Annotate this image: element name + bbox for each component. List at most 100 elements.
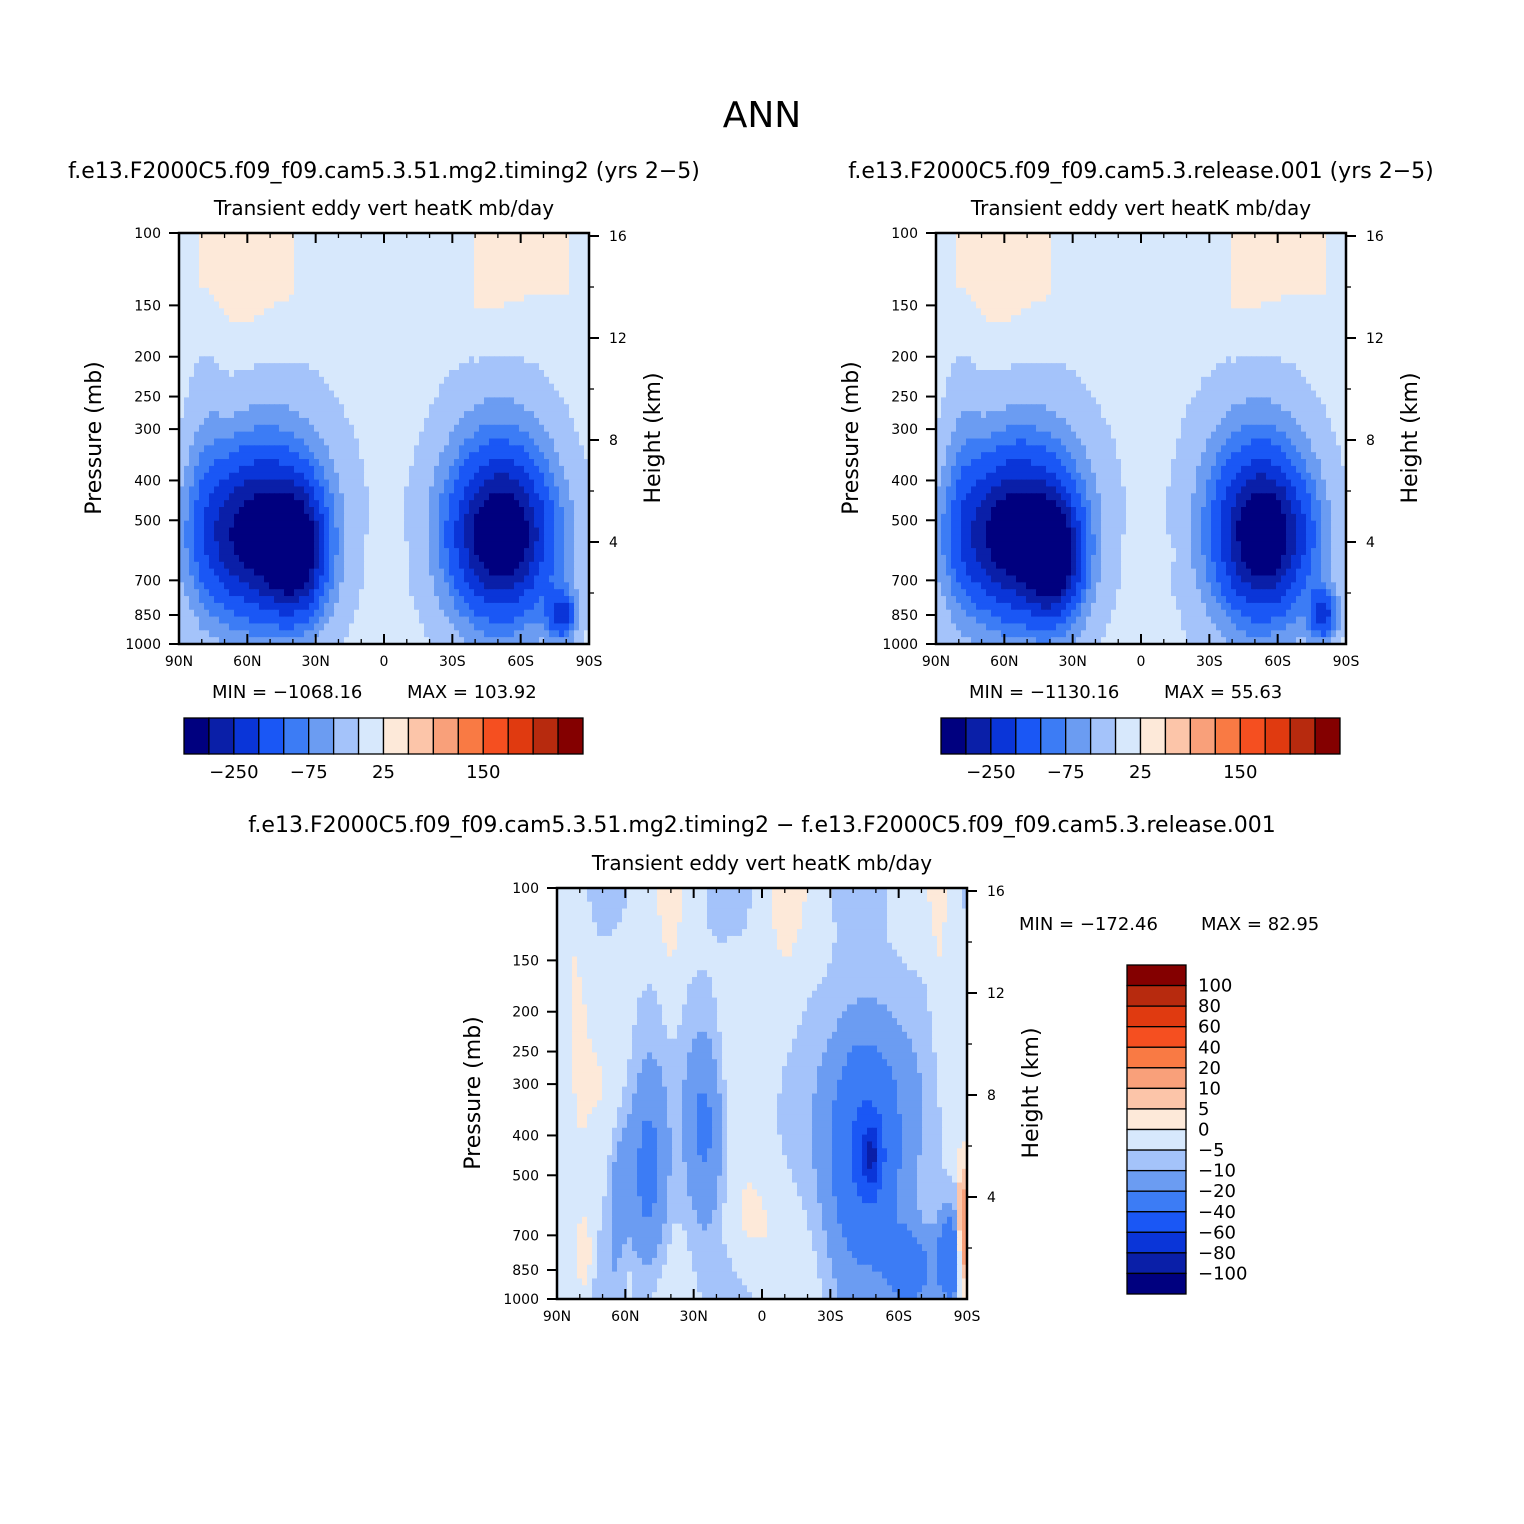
heatmap-cell [399,239,405,248]
heatmap-cell [514,548,520,556]
heatmap-cell [314,356,320,364]
heatmap-cell [484,596,490,604]
heatmap-cell [364,404,370,412]
heatmap-cell [434,411,440,419]
heatmap-cell [569,465,575,474]
heatmap-cell [349,561,355,570]
heatmap-cell [524,438,530,446]
heatmap-cell [459,609,465,618]
heatmap-cell [224,479,230,488]
heatmap-cell [584,246,590,255]
heatmap-cell [479,520,485,529]
heatmap-cell [399,383,405,392]
heatmap-cell [384,301,390,309]
heatmap-cell [439,452,445,460]
heatmap-cell [209,308,215,316]
heatmap-cell [309,308,315,316]
heatmap-cell [444,445,450,453]
heatmap-cell [409,335,415,344]
heatmap-cell [304,445,310,453]
heatmap-cell [429,390,435,398]
heatmap-cell [209,616,215,625]
heatmap-cell [359,513,365,522]
heatmap-cell [409,520,415,529]
heatmap-cell [264,397,270,405]
heatmap-cell [299,356,305,364]
heatmap-cell [544,424,550,433]
heatmap-cell [579,534,585,542]
heatmap-cell [354,328,360,337]
heatmap-cell [554,479,560,488]
heatmap-cell [324,267,330,275]
heatmap-cell [409,260,415,268]
heatmap-cell [529,575,535,583]
heatmap-cell [474,404,480,412]
heatmap-cell [424,452,430,460]
heatmap-cell [324,390,330,398]
heatmap-cell [464,431,470,440]
heatmap-cell [314,246,320,255]
heatmap-cell [499,472,505,481]
heatmap-cell [474,294,480,303]
heatmap-cell [369,315,375,323]
heatmap-cell [459,287,465,296]
heatmap-cell [284,534,290,542]
heatmap-cell [319,322,325,330]
heatmap-cell [459,527,465,535]
heatmap-cell [519,452,525,460]
heatmap-cell [529,465,535,474]
heatmap-cell [369,349,375,357]
heatmap-cell [429,253,435,261]
heatmap-cell [414,465,420,474]
heatmap-cell [184,363,190,371]
heatmap-cell [209,541,215,549]
heatmap-cell [534,479,540,488]
heatmap-cell [284,486,290,494]
heatmap-cell [419,500,425,508]
heatmap-cell [244,575,250,583]
heatmap-cell [569,472,575,481]
heatmap-cell [254,267,260,275]
heatmap-cell [279,349,285,357]
heatmap-cell [539,246,545,255]
heatmap-cell [349,404,355,412]
heatmap-cell [314,404,320,412]
heatmap-cell [459,328,465,337]
heatmap-cell [319,301,325,309]
heatmap-cell [354,370,360,378]
heatmap-cell [294,568,300,577]
heatmap-cell [184,575,190,583]
heatmap-cell [454,246,460,255]
heatmap-cell [179,493,185,501]
heatmap-cell [379,431,385,440]
heatmap-cell [554,424,560,433]
heatmap-cell [479,486,485,494]
heatmap-cell [264,554,270,563]
heatmap-cell [554,376,560,385]
heatmap-cell [534,335,540,344]
heatmap-cell [324,472,330,481]
heatmap-cell [274,582,280,590]
heatmap-cell [564,267,570,275]
heatmap-cell [549,376,555,385]
heatmap-cell [269,397,275,405]
heatmap-cell [394,335,400,344]
heatmap-cell [479,568,485,577]
heatmap-cell [214,507,220,515]
heatmap-cell [409,383,415,392]
heatmap-cell [249,383,255,392]
heatmap-cell [344,390,350,398]
heatmap-cell [414,438,420,446]
heatmap-cell [464,582,470,590]
heatmap-cell [509,623,515,631]
heatmap-cell [479,513,485,522]
heatmap-cell [449,280,455,289]
heatmap-cell [329,335,335,344]
heatmap-cell [504,541,510,549]
heatmap-cell [259,472,265,481]
heatmap-cell [229,575,235,583]
heatmap-cell [294,424,300,433]
heatmap-cell [279,616,285,625]
heatmap-cell [484,541,490,549]
heatmap-cell [444,438,450,446]
